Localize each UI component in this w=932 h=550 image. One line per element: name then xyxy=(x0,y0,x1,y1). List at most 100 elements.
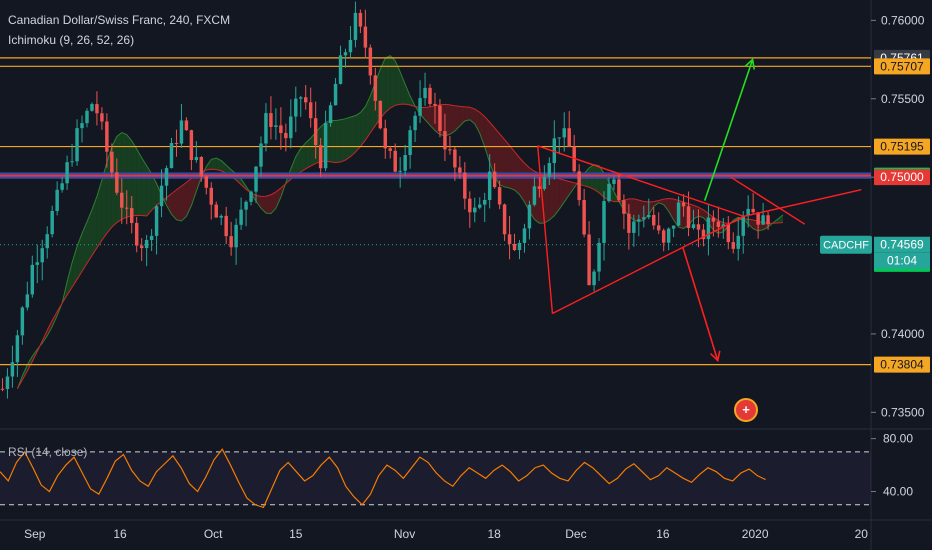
cloud-segment xyxy=(211,158,217,170)
candle-body xyxy=(622,200,626,214)
candle-body xyxy=(284,132,288,139)
cloud-segment xyxy=(444,104,450,136)
candle-body xyxy=(562,128,566,138)
cloud-segment xyxy=(454,105,460,132)
candle-body xyxy=(194,157,199,161)
candle-body xyxy=(532,186,537,205)
candle-body xyxy=(542,176,547,189)
candle-body xyxy=(716,221,721,227)
candle-body xyxy=(557,137,561,139)
candle-body xyxy=(75,128,79,162)
candle-body xyxy=(403,155,407,171)
cloud-segment xyxy=(494,127,500,185)
candle-body xyxy=(120,192,124,208)
cloud-segment xyxy=(171,189,177,220)
candle-body xyxy=(632,221,636,233)
candle-body xyxy=(269,113,273,127)
candle-body xyxy=(373,75,378,101)
cloud-segment xyxy=(648,201,654,215)
trendline-extension xyxy=(743,189,862,218)
cloud-segment xyxy=(693,205,699,220)
candle-body xyxy=(259,143,263,167)
cloud-segment xyxy=(345,117,351,160)
candle-body xyxy=(468,198,472,213)
candle-body xyxy=(10,362,15,377)
candle-body xyxy=(95,104,99,114)
candle-body xyxy=(169,142,174,169)
cloud-segment xyxy=(534,171,540,224)
candle-body xyxy=(313,118,318,146)
candle-body xyxy=(731,242,735,249)
candle-body xyxy=(473,207,477,213)
breakdown-down-arrow xyxy=(682,247,719,361)
breakout-up-arrow xyxy=(703,59,754,201)
candle-body xyxy=(666,228,671,243)
candle-body xyxy=(40,248,44,263)
candle-body xyxy=(65,162,69,184)
candle-body xyxy=(318,145,323,169)
candle-body xyxy=(522,228,527,243)
candle-body xyxy=(383,128,387,149)
candle-body xyxy=(20,307,25,336)
candle-body xyxy=(637,219,641,222)
cloud-segment xyxy=(340,118,346,163)
candle-body xyxy=(766,215,770,225)
candle-body xyxy=(711,217,716,222)
level-badge xyxy=(874,138,930,155)
triangle-edge xyxy=(537,145,745,218)
cloud-segment xyxy=(96,180,102,248)
rsi-label[interactable]: RSI (14, close) xyxy=(8,445,88,459)
candle-body xyxy=(477,204,482,208)
cloud-segment xyxy=(479,112,485,147)
cloud-segment xyxy=(459,106,465,126)
cloud-segment xyxy=(265,194,271,214)
candle-body xyxy=(85,110,89,124)
cloud-segment xyxy=(390,55,396,109)
cloud-segment xyxy=(216,158,222,171)
candle-body xyxy=(582,200,586,235)
candle-body xyxy=(458,167,462,173)
cloud-segment xyxy=(385,55,391,113)
chart-title[interactable]: Canadian Dollar/Swiss Franc, 240, FXCM xyxy=(8,13,231,27)
cloud-segment xyxy=(395,60,401,106)
rsi-tick-label: 80.00 xyxy=(883,432,913,446)
candle-body xyxy=(647,214,651,218)
cloud-segment xyxy=(509,145,515,190)
candle-body xyxy=(204,176,209,188)
candle-body xyxy=(607,183,611,202)
candle-body xyxy=(224,215,228,237)
time-tick-label: 20 xyxy=(855,527,869,541)
candle-body xyxy=(756,212,760,225)
candle-body xyxy=(398,170,402,172)
candle-body xyxy=(129,208,134,223)
time-tick-label: Dec xyxy=(565,527,586,541)
candle-body xyxy=(567,128,571,147)
candle-body xyxy=(656,225,661,231)
cloud-segment xyxy=(549,176,555,220)
candle-body xyxy=(35,262,39,265)
candle-body xyxy=(443,131,447,150)
price-tick-label: 0.74000 xyxy=(881,327,925,341)
candle-body xyxy=(492,171,497,188)
candle-body xyxy=(328,105,333,123)
current-price-badge xyxy=(874,236,930,253)
candle-body xyxy=(507,234,512,244)
candle-body xyxy=(229,236,233,248)
level-badge xyxy=(874,356,930,373)
cloud-segment xyxy=(489,122,495,177)
time-tick-label: 18 xyxy=(487,527,501,541)
countdown-badge xyxy=(874,252,930,269)
cloud-segment xyxy=(633,198,639,222)
candle-body xyxy=(502,204,507,235)
candle-body xyxy=(343,52,348,56)
candle-body xyxy=(174,142,179,144)
cloud-segment xyxy=(663,198,669,212)
candle-body xyxy=(612,179,616,184)
candle-body xyxy=(448,149,452,151)
cloud-segment xyxy=(464,106,470,122)
cloud-segment xyxy=(330,120,336,163)
symbol-tag-label: CADCHF xyxy=(823,240,869,252)
indicator-label[interactable]: Ichimoku (9, 26, 52, 26) xyxy=(8,33,135,47)
